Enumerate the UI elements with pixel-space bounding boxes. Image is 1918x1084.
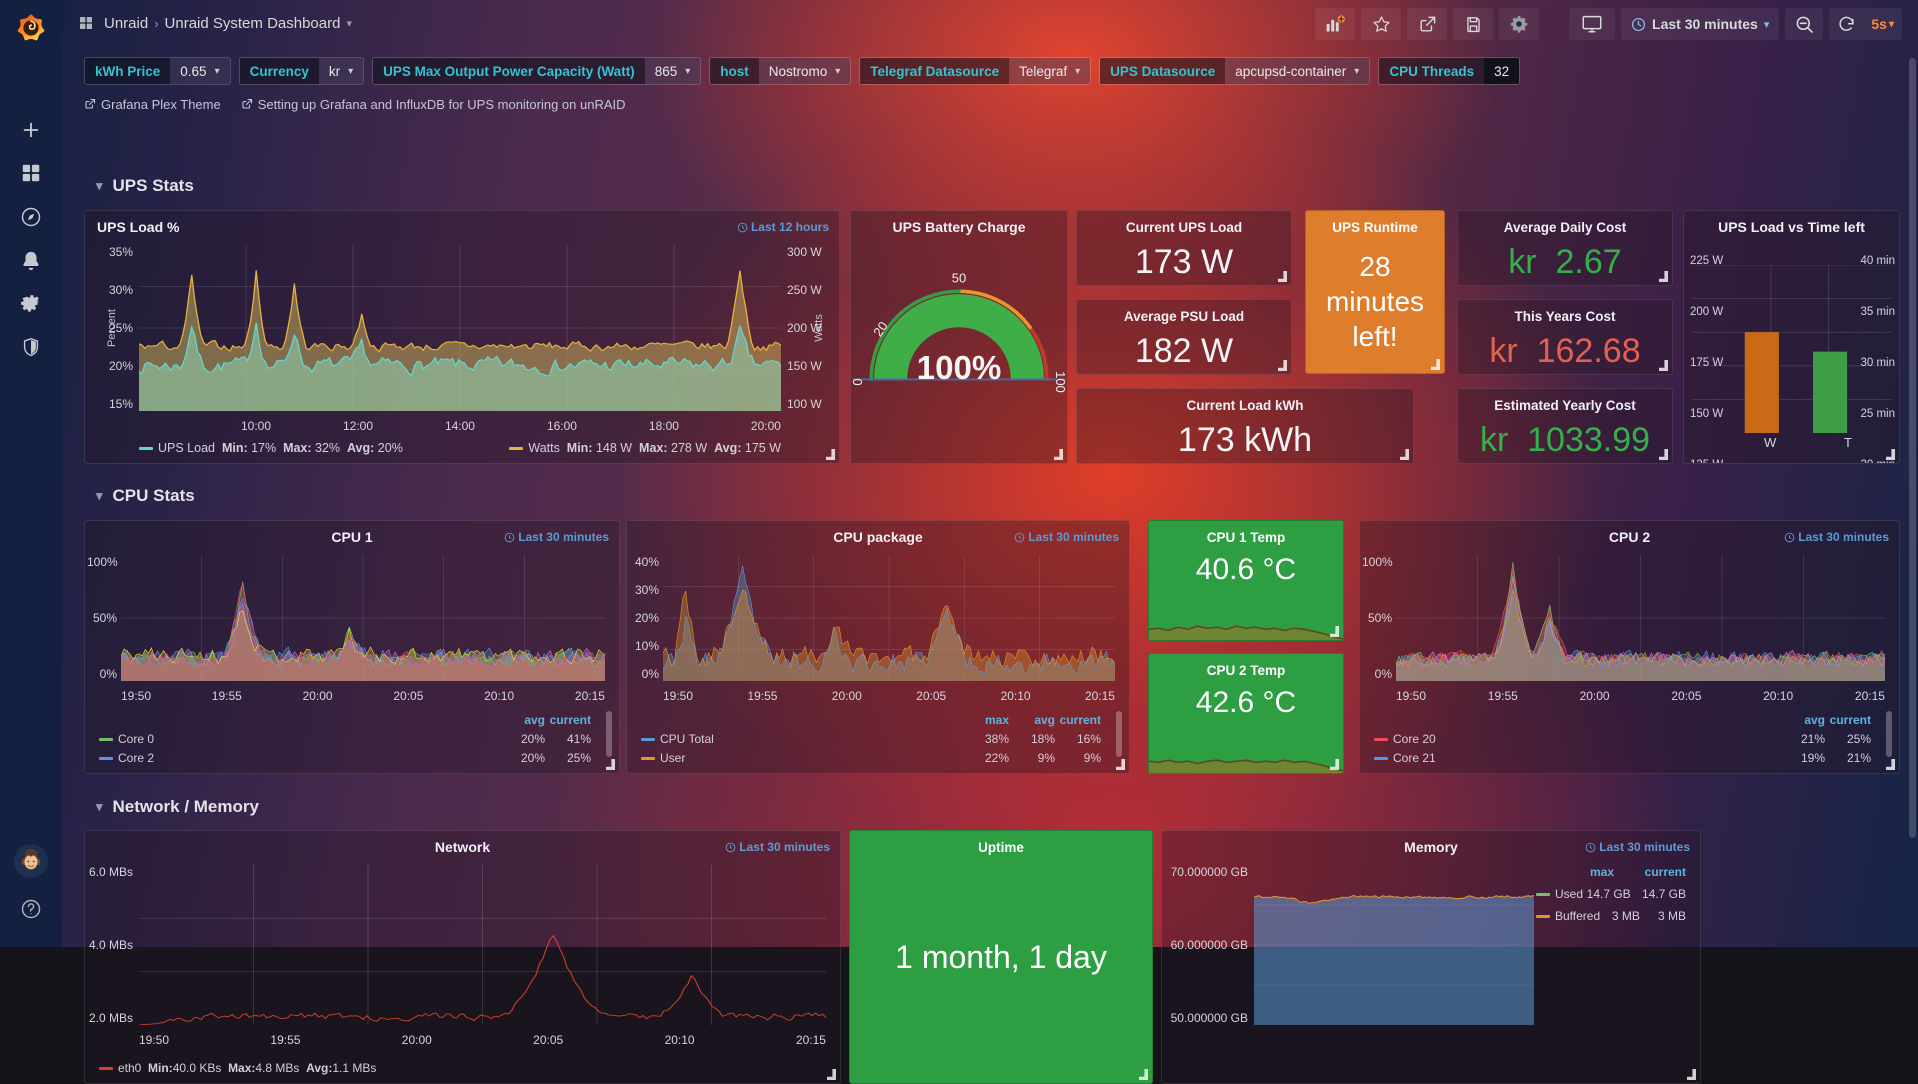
svg-text:0: 0 (851, 378, 865, 385)
svg-text:100%: 100% (917, 350, 1002, 387)
svg-text:50: 50 (952, 271, 966, 286)
svg-text:100: 100 (1053, 371, 1067, 393)
